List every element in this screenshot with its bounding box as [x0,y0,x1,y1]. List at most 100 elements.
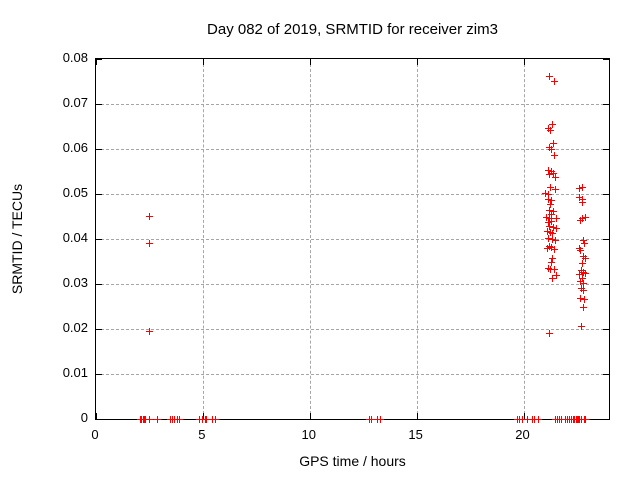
data-point [142,416,149,423]
data-point [546,73,553,80]
data-point [545,196,552,203]
data-point [551,78,558,85]
data-point [553,272,560,279]
x-tick-mark [416,59,418,65]
data-point [368,416,375,423]
data-point [580,237,587,244]
y-gridline [96,239,609,240]
chart-title: Day 082 of 2019, SRMTID for receiver zim… [207,21,498,38]
y-tick-label: 0.04 [62,230,88,245]
x-tick-mark [309,413,311,419]
data-point [549,275,556,282]
y-tick-mark [603,329,609,330]
data-point [550,170,557,177]
data-point [558,416,565,423]
y-tick-mark [96,284,102,285]
data-point [579,184,586,191]
data-point [377,416,384,423]
y-axis-label: SRMTID / TECUs [9,183,25,295]
y-gridline [96,329,609,330]
data-point [546,144,553,151]
data-point [548,146,555,153]
y-tick-mark [603,104,609,105]
data-point [547,266,554,273]
data-point [582,270,589,277]
y-gridline [96,104,609,105]
data-point [579,260,586,267]
x-tick-mark [523,59,525,65]
data-point [544,245,551,252]
data-point [519,416,526,423]
y-tick-label: 0.05 [62,185,88,200]
x-tick-mark [202,59,204,65]
data-point [548,259,555,266]
data-point [552,174,559,181]
data-point [576,245,583,252]
x-tick-label: 20 [515,427,530,442]
data-point [545,235,552,242]
y-tick-mark [603,194,609,195]
data-point [543,214,550,221]
y-tick-mark [603,284,609,285]
data-point [154,416,161,423]
data-point [545,191,552,198]
data-point [550,224,557,231]
data-point [546,330,553,337]
data-point [546,207,553,214]
y-gridline [96,374,609,375]
data-point [146,328,153,335]
y-tick-mark [96,239,102,240]
data-point [579,275,586,282]
data-point [551,266,558,273]
y-gridline [96,149,609,150]
x-tick-mark [523,413,525,419]
data-point [550,208,557,215]
data-point [577,217,584,224]
plot-area [95,58,610,423]
data-point [546,243,553,250]
data-point [531,416,538,423]
data-point [545,167,552,174]
x-axis-label: GPS time / hours [299,453,406,469]
data-point [577,278,584,285]
data-point [547,229,554,236]
data-point [548,211,555,218]
data-point [552,186,559,193]
data-point [546,223,553,230]
data-point [548,168,555,175]
data-point [542,190,549,197]
data-point [582,255,589,262]
data-point [576,194,583,201]
data-point [552,237,559,244]
y-tick-label: 0.06 [62,140,88,155]
data-point [578,267,585,274]
data-point [535,416,542,423]
data-point [548,197,555,204]
data-point [578,285,585,292]
data-point [577,295,584,302]
y-tick-mark [96,374,102,375]
data-point [582,214,589,221]
data-point [547,184,554,191]
data-point [553,215,560,222]
data-point [212,416,219,423]
y-tick-mark [603,419,609,420]
data-point [580,304,587,311]
x-tick-mark [202,413,204,419]
data-point [546,215,553,222]
data-point [579,215,586,222]
y-gridline [96,284,609,285]
data-point [582,416,589,423]
y-tick-label: 0.07 [62,95,88,110]
y-tick-mark [96,59,102,60]
data-point [146,213,153,220]
data-point [146,240,153,247]
y-tick-label: 0.02 [62,320,88,335]
y-tick-mark [96,194,102,195]
y-tick-mark [96,419,102,420]
y-tick-mark [96,104,102,105]
y-gridline [96,194,609,195]
data-point [551,152,558,159]
data-point [549,236,556,243]
